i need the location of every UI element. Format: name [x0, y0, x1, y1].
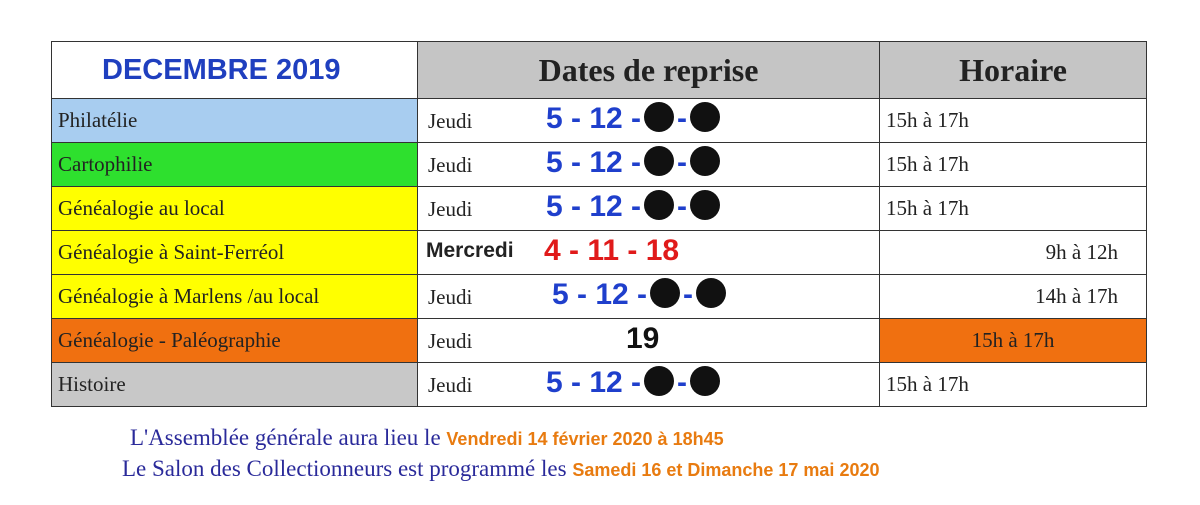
activity-cell: Cartophilie — [51, 142, 418, 187]
assembly-note-text: L'Assemblée générale aura lieu le — [130, 425, 441, 450]
month-title: DECEMBRE 2019 — [51, 41, 418, 99]
dates-cell: Mercredi 4 - 11 - 18 — [417, 230, 880, 275]
day-label: Jeudi — [428, 285, 473, 309]
dates-separator: - — [677, 102, 688, 135]
dates-separator: - — [677, 190, 688, 223]
table-row: Généalogie à Marlens /au local Jeudi 5 -… — [51, 274, 1147, 319]
salon-note-text: Le Salon des Collectionneurs est program… — [122, 456, 567, 481]
dates-text: 5 - 12 - — [546, 146, 642, 179]
dates-text: 5 - 12 - — [546, 102, 642, 135]
dates-text: 5 - 12 - — [546, 190, 642, 223]
day-label: Jeudi — [428, 373, 473, 397]
dates-cell: Jeudi 19 — [417, 318, 880, 363]
table-row: Généalogie à Saint-Ferréol Mercredi 4 - … — [51, 230, 1147, 275]
dates-value: 5 - 12 - - — [546, 190, 723, 224]
redacted-blot-icon — [690, 102, 721, 133]
dates-value: 5 - 12 - - — [546, 102, 723, 136]
table-row: Généalogie au local Jeudi 5 - 12 - - 15h … — [51, 186, 1147, 231]
hours-cell: 15h à 17h — [879, 318, 1147, 363]
dates-cell: Jeudi 5 - 12 - - — [417, 186, 880, 231]
dates-value: 5 - 12 - - — [546, 146, 723, 180]
activity-cell: Généalogie à Marlens /au local — [51, 274, 418, 319]
redacted-blot-icon — [690, 366, 721, 397]
hours-column-header: Horaire — [879, 41, 1147, 99]
schedule-table: DECEMBRE 2019 Dates de reprise Horaire P… — [51, 41, 1147, 407]
dates-cell: Jeudi 5 - 12 - - — [417, 362, 880, 407]
dates-separator: - — [683, 278, 694, 311]
activity-cell: Généalogie au local — [51, 186, 418, 231]
redacted-blot-icon — [644, 366, 675, 397]
hours-cell: 15h à 17h — [879, 98, 1147, 143]
redacted-blot-icon — [690, 190, 721, 221]
activity-cell: Généalogie à Saint-Ferréol — [51, 230, 418, 275]
hours-cell: 15h à 17h — [879, 142, 1147, 187]
dates-cell: Jeudi 5 - 12 - - — [417, 142, 880, 187]
assembly-date: Vendredi 14 février 2020 à 18h45 — [446, 429, 724, 449]
activity-cell: Histoire — [51, 362, 418, 407]
dates-separator: - — [677, 366, 688, 399]
hours-cell: 14h à 17h — [879, 274, 1147, 319]
day-label: Jeudi — [428, 329, 473, 353]
dates-text: 5 - 12 - — [552, 278, 648, 311]
day-label: Jeudi — [428, 109, 473, 133]
redacted-blot-icon — [644, 146, 675, 177]
table-row: Généalogie - Paléographie Jeudi 19 15h à… — [51, 318, 1147, 363]
activity-cell: Philatélie — [51, 98, 418, 143]
salon-dates: Samedi 16 et Dimanche 17 mai 2020 — [572, 460, 880, 480]
table-row: Histoire Jeudi 5 - 12 - - 15h à 17h — [51, 362, 1147, 407]
hours-cell: 9h à 12h — [879, 230, 1147, 275]
dates-text: 5 - 12 - — [546, 366, 642, 399]
dates-cell: Jeudi 5 - 12 - - — [417, 98, 880, 143]
assembly-note: L'Assemblée générale aura lieu le Vendre… — [130, 425, 724, 451]
dates-column-header: Dates de reprise — [417, 41, 880, 99]
dates-cell: Jeudi 5 - 12 - - — [417, 274, 880, 319]
dates-value: 5 - 12 - - — [552, 278, 729, 312]
day-label: Jeudi — [428, 197, 473, 221]
salon-note: Le Salon des Collectionneurs est program… — [122, 456, 879, 482]
table-row: Cartophilie Jeudi 5 - 12 - - 15h à 17h — [51, 142, 1147, 187]
dates-value: 5 - 12 - - — [546, 366, 723, 400]
day-label: Jeudi — [428, 153, 473, 177]
redacted-blot-icon — [644, 190, 675, 221]
table-header-row: DECEMBRE 2019 Dates de reprise Horaire — [51, 41, 1147, 99]
dates-value: 19 — [626, 322, 660, 355]
redacted-blot-icon — [690, 146, 721, 177]
redacted-blot-icon — [650, 278, 681, 309]
table-row: Philatélie Jeudi 5 - 12 - - 15h à 17h — [51, 98, 1147, 143]
hours-cell: 15h à 17h — [879, 362, 1147, 407]
redacted-blot-icon — [696, 278, 727, 309]
activity-cell: Généalogie - Paléographie — [51, 318, 418, 363]
dates-value: 4 - 11 - 18 — [544, 234, 680, 267]
day-label: Mercredi — [426, 239, 514, 262]
hours-cell: 15h à 17h — [879, 186, 1147, 231]
redacted-blot-icon — [644, 102, 675, 133]
dates-separator: - — [677, 146, 688, 179]
